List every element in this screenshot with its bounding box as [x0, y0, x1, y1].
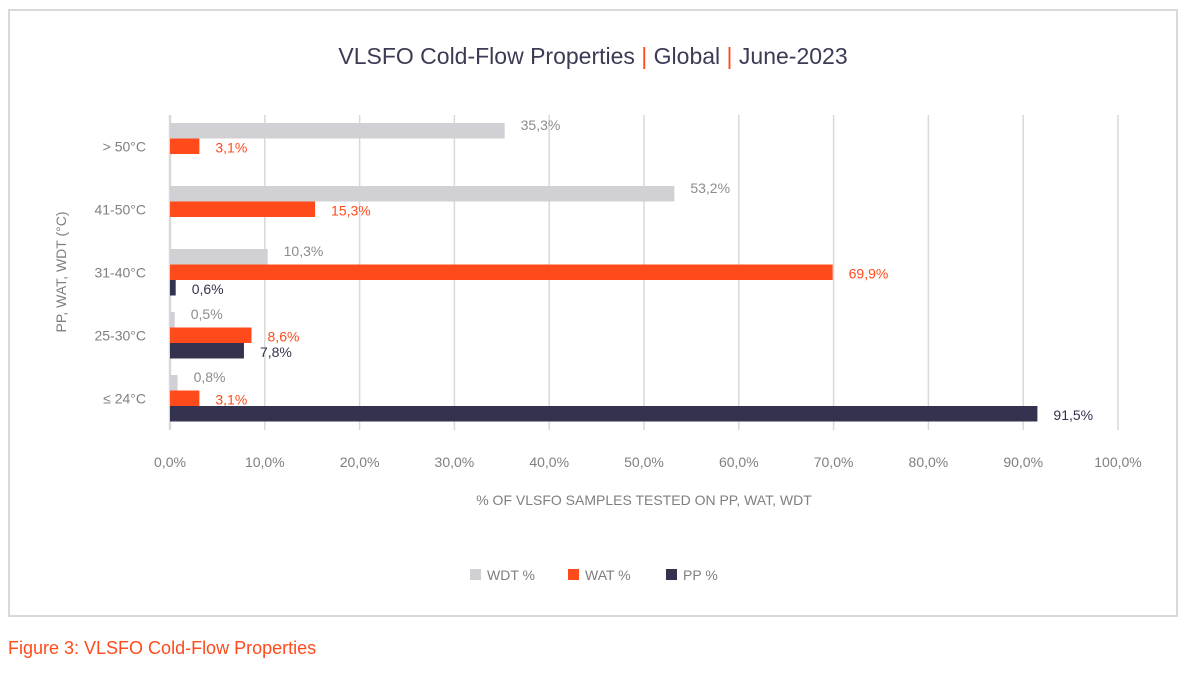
x-tick-label: 20,0% — [340, 454, 380, 470]
y-tick-label: > 50°C — [103, 138, 146, 154]
bar-wat — [170, 327, 252, 343]
data-label: 69,9% — [849, 265, 889, 281]
x-tick-label: 10,0% — [245, 454, 285, 470]
bar-pp — [170, 343, 244, 359]
x-tick-label: 40,0% — [529, 454, 569, 470]
x-tick-label: 90,0% — [1003, 454, 1043, 470]
data-label: 7,8% — [260, 344, 292, 360]
x-tick-label: 50,0% — [624, 454, 664, 470]
bar-wdt — [170, 249, 268, 265]
y-tick-label: 31-40°C — [94, 264, 146, 280]
chart-title: VLSFO Cold-Flow Properties | Global | Ju… — [338, 43, 847, 69]
x-tick-label: 80,0% — [909, 454, 949, 470]
bar-wat — [170, 390, 200, 406]
legend-swatch — [666, 569, 677, 580]
title-sep-1: | — [641, 43, 647, 69]
y-tick-label: 41-50°C — [94, 201, 146, 217]
y-axis-title: PP, WAT, WDT (°C) — [53, 212, 69, 333]
title-region: Global — [654, 43, 720, 69]
legend-label: PP % — [683, 567, 718, 583]
legend-swatch — [568, 569, 579, 580]
data-label: 3,1% — [215, 139, 247, 155]
x-tick-label: 0,0% — [154, 454, 186, 470]
title-main: VLSFO Cold-Flow Properties — [338, 43, 635, 69]
legend-label: WDT % — [487, 567, 535, 583]
data-label: 53,2% — [690, 180, 730, 196]
bar-pp — [170, 406, 1038, 422]
figure-caption: Figure 3: VLSFO Cold-Flow Properties — [8, 638, 317, 658]
legend-label: WAT % — [585, 567, 631, 583]
x-axis-title: % OF VLSFO SAMPLES TESTED ON PP, WAT, WD… — [476, 492, 812, 508]
x-tick-label: 60,0% — [719, 454, 759, 470]
data-label: 0,5% — [191, 306, 223, 322]
bar-wdt — [170, 123, 505, 139]
title-sep-2: | — [727, 43, 733, 69]
data-label: 35,3% — [521, 117, 561, 133]
data-label: 0,8% — [194, 369, 226, 385]
chart-frame — [8, 9, 1178, 617]
x-tick-label: 30,0% — [435, 454, 475, 470]
x-tick-label: 100,0% — [1094, 454, 1141, 470]
legend-swatch — [470, 569, 481, 580]
y-tick-label: ≤ 24°C — [103, 390, 146, 406]
bar-pp — [170, 280, 176, 296]
bar-wat — [170, 138, 200, 154]
data-label: 15,3% — [331, 202, 371, 218]
bar-wat — [170, 264, 833, 280]
bar-wdt — [170, 312, 175, 328]
bar-wdt — [170, 375, 178, 391]
data-label: 8,6% — [268, 328, 300, 344]
y-tick-label: 25-30°C — [94, 327, 146, 343]
title-date: June-2023 — [739, 43, 848, 69]
x-tick-label: 70,0% — [814, 454, 854, 470]
data-label: 0,6% — [192, 281, 224, 297]
data-label: 10,3% — [284, 243, 324, 259]
bar-wat — [170, 201, 316, 217]
data-label: 3,1% — [215, 391, 247, 407]
bar-wdt — [170, 186, 675, 202]
data-label: 91,5% — [1053, 407, 1093, 423]
